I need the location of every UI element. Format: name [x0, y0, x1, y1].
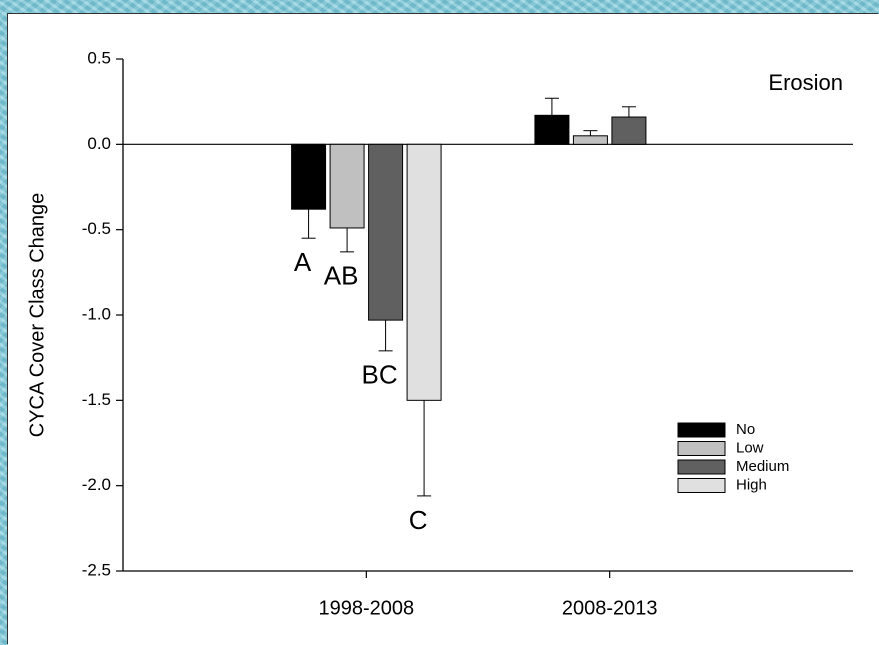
y-axis-label: CYCA Cover Class Change — [26, 193, 48, 438]
legend-label: Low — [736, 439, 764, 456]
bar — [368, 143, 404, 321]
bar — [572, 135, 608, 145]
annotation: Erosion — [768, 70, 843, 95]
legend-swatch — [677, 422, 726, 438]
legend-swatch — [677, 441, 726, 456]
panel — [8, 14, 879, 645]
group-letter: AB — [324, 261, 359, 291]
x-tick-label: 1998-2008 — [319, 597, 415, 619]
group-letter: C — [409, 505, 428, 535]
legend-swatch — [677, 478, 726, 493]
bar — [291, 143, 327, 210]
y-tick-label: -1.5 — [82, 390, 111, 409]
y-tick-label: -2.0 — [82, 475, 111, 494]
x-tick-label: 2008-2013 — [562, 597, 658, 619]
legend-label: No — [736, 421, 755, 438]
legend-label: High — [736, 476, 767, 493]
group-letter: A — [294, 247, 312, 277]
y-tick-label: 0.5 — [87, 48, 111, 67]
legend-label: Medium — [736, 458, 789, 475]
y-tick-label: 0.0 — [87, 134, 111, 153]
bar — [534, 114, 570, 145]
bar — [329, 143, 365, 229]
legend-swatch — [677, 459, 726, 475]
y-tick-label: -2.5 — [82, 560, 111, 579]
group-letter: BC — [362, 360, 398, 390]
bar — [611, 116, 647, 145]
bar — [406, 143, 442, 401]
y-tick-label: -0.5 — [82, 219, 111, 238]
y-tick-label: -1.0 — [82, 304, 111, 323]
